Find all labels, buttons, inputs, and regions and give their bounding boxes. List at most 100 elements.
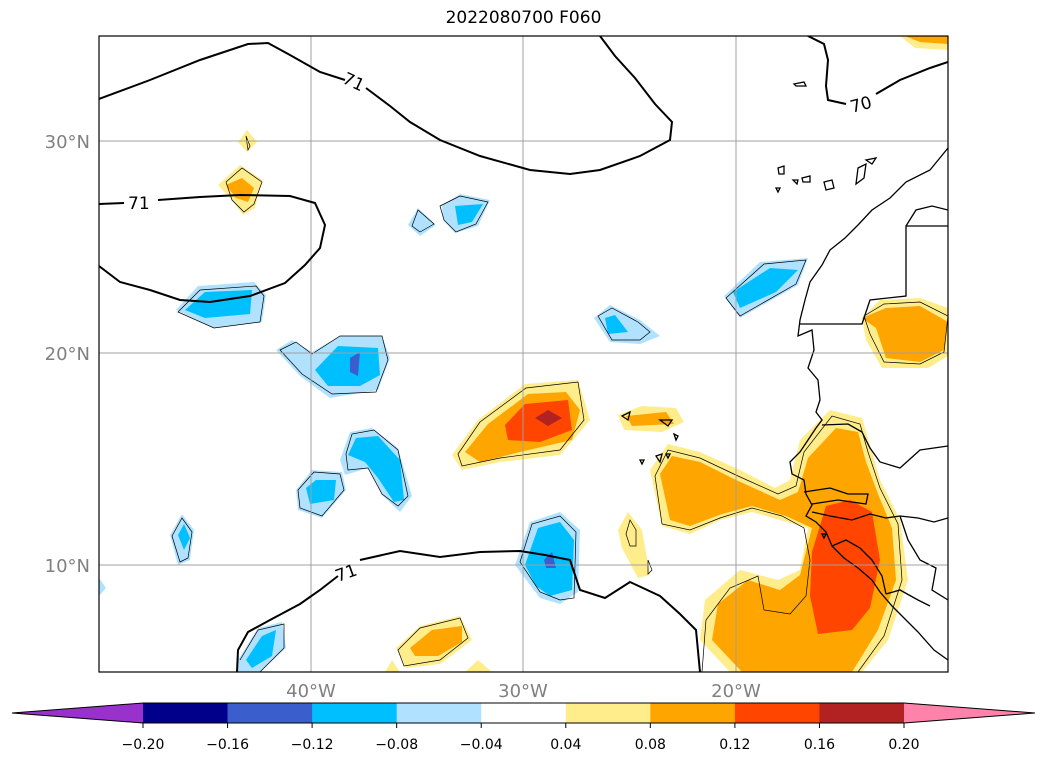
anomaly-fill bbox=[410, 626, 462, 656]
border-line bbox=[821, 423, 948, 469]
border-line bbox=[800, 225, 948, 325]
island bbox=[638, 459, 646, 466]
anomaly-outline bbox=[411, 209, 435, 233]
colorbar-tick-label: 0.04 bbox=[550, 737, 581, 753]
island bbox=[823, 179, 835, 191]
anomaly-outline bbox=[239, 623, 285, 672]
lat-label: 10°N bbox=[45, 556, 90, 577]
anomaly-fill bbox=[385, 660, 400, 672]
island bbox=[864, 157, 878, 165]
anomaly-outline bbox=[725, 259, 807, 317]
border-line bbox=[803, 487, 869, 505]
colorbar-tick-label: −0.20 bbox=[122, 737, 165, 753]
colorbar-segment bbox=[650, 703, 736, 723]
lon-label: 30°W bbox=[498, 681, 548, 702]
anomaly-fill bbox=[535, 410, 562, 426]
anomaly-outline bbox=[225, 167, 263, 213]
island bbox=[658, 419, 674, 427]
anomaly-outline bbox=[279, 335, 389, 395]
map-area bbox=[99, 36, 948, 672]
colorbar-tick-label: −0.12 bbox=[291, 737, 334, 753]
border-line bbox=[905, 205, 948, 227]
colorbar-segment bbox=[227, 703, 313, 723]
island bbox=[777, 165, 785, 175]
anomaly-outline bbox=[171, 517, 193, 563]
anomaly-outline bbox=[625, 519, 637, 547]
colorbar-segment bbox=[819, 703, 905, 723]
island bbox=[855, 162, 867, 186]
isoline-label: 70 bbox=[848, 93, 874, 118]
colorbar-tick-label: −0.16 bbox=[206, 737, 249, 753]
colorbar-tick-label: 0.12 bbox=[719, 737, 750, 753]
colorbar-tick-label: 0.20 bbox=[888, 737, 919, 753]
anomaly-outline bbox=[397, 617, 469, 667]
map-frame bbox=[98, 35, 949, 673]
anomaly-outline bbox=[457, 381, 585, 467]
anomaly-fill bbox=[348, 436, 404, 502]
border-line bbox=[899, 515, 948, 601]
colorbar-tick-label: 0.08 bbox=[635, 737, 666, 753]
anomaly-outline bbox=[297, 471, 345, 517]
anomaly-outline bbox=[177, 285, 265, 329]
lat-label: 30°N bbox=[45, 132, 90, 153]
anomaly-outline bbox=[345, 429, 409, 507]
anomaly-fill bbox=[733, 268, 798, 308]
colorbar-tick-label: −0.08 bbox=[375, 737, 418, 753]
colorbar-segment bbox=[481, 703, 567, 723]
border-line bbox=[811, 511, 948, 523]
anomaly-fills bbox=[99, 36, 948, 672]
anomaly-fill bbox=[306, 480, 336, 504]
anomaly-fill bbox=[408, 208, 436, 236]
anomaly-outline bbox=[439, 195, 489, 233]
isoline-label: 71 bbox=[128, 194, 150, 214]
isoline-71-north bbox=[99, 36, 674, 176]
anomaly-fill bbox=[99, 578, 106, 596]
island bbox=[654, 453, 663, 464]
isoline-70 bbox=[807, 36, 948, 105]
anomaly-fill bbox=[594, 305, 660, 344]
colorbar-tick-label: 0.16 bbox=[804, 737, 835, 753]
colorbar-ticks: −0.20 −0.16 −0.12 −0.08 −0.04 0.04 0.08 0.12 0.1… bbox=[122, 723, 920, 753]
island bbox=[620, 410, 631, 422]
anomaly-fill bbox=[185, 290, 252, 318]
isoline-label: 71 bbox=[339, 69, 367, 96]
anomaly-fill bbox=[862, 306, 948, 362]
anomaly-fill bbox=[626, 412, 674, 426]
colorbar-extend-high bbox=[904, 703, 1035, 723]
island bbox=[672, 432, 679, 442]
africa-coast bbox=[789, 147, 948, 661]
colorbar-segment bbox=[565, 703, 651, 723]
colorbar-extend-low bbox=[12, 703, 143, 723]
colorbar-tick-label: −0.04 bbox=[460, 737, 503, 753]
colorbar-segments bbox=[143, 703, 905, 723]
gridlines bbox=[99, 36, 948, 672]
map-title: 2022080700 F060 bbox=[445, 8, 602, 28]
colorbar-segment bbox=[396, 703, 482, 723]
island bbox=[792, 81, 808, 87]
island bbox=[791, 179, 799, 186]
lon-label: 20°W bbox=[711, 681, 761, 702]
anomaly-fill bbox=[905, 36, 948, 44]
anomaly-outline bbox=[654, 415, 903, 672]
anomaly-fill bbox=[178, 524, 190, 550]
colorbar-segment bbox=[312, 703, 398, 723]
anomaly-outlines bbox=[171, 135, 948, 672]
anomaly-fill bbox=[505, 400, 572, 442]
colorbar-segment bbox=[143, 703, 229, 723]
colorbar-segment bbox=[734, 703, 820, 723]
anomaly-fill bbox=[350, 352, 360, 376]
island bbox=[774, 187, 782, 194]
anomaly-fill bbox=[810, 500, 880, 634]
lat-axis-labels: 30°N 20°N 10°N bbox=[45, 132, 90, 577]
anomaly-outline bbox=[863, 301, 948, 365]
anomaly-fill bbox=[605, 315, 628, 334]
island bbox=[664, 453, 672, 460]
lon-label: 40°W bbox=[286, 681, 336, 702]
colorbar: −0.20 −0.16 −0.12 −0.08 −0.04 0.04 0.08 0.12 0.1… bbox=[11, 702, 1036, 753]
isoline-71-south bbox=[236, 549, 701, 672]
island bbox=[820, 533, 828, 540]
anomaly-outline bbox=[654, 475, 811, 672]
coastlines bbox=[620, 81, 948, 661]
anomaly-fill bbox=[455, 204, 483, 225]
